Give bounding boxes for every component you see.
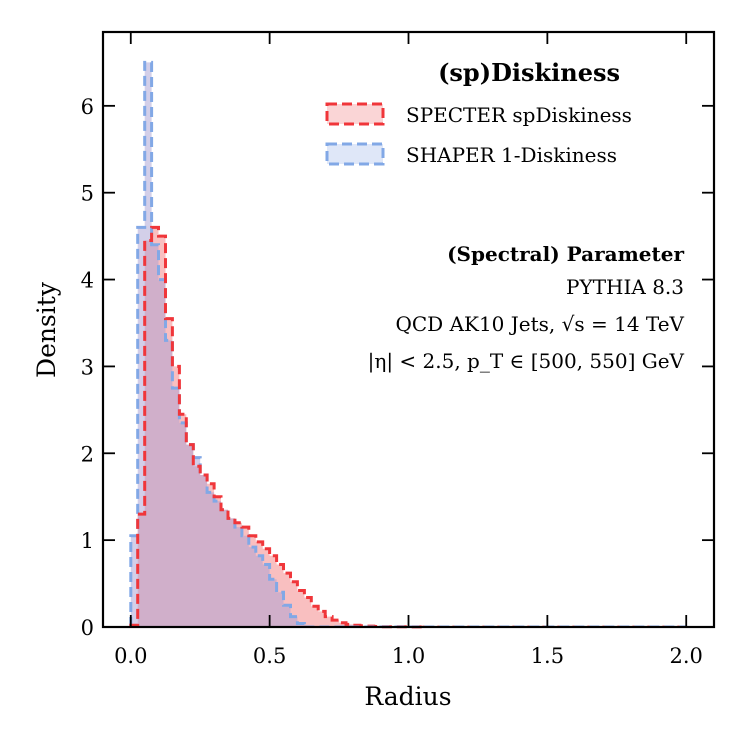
x-tick-label: 1.0 [392, 644, 425, 668]
x-axis-label: Radius [364, 682, 451, 711]
series-outline-1 [129, 60, 306, 627]
y-tick-label: 5 [81, 182, 94, 206]
annotation-line-1: PYTHIA 8.3 [566, 275, 684, 299]
legend-swatch-shaper [325, 142, 385, 166]
plot-frame [101, 30, 716, 629]
x-tick-label: 0.0 [114, 644, 147, 668]
y-tick-label: 3 [81, 355, 94, 379]
y-tick-label: 1 [81, 529, 94, 553]
y-tick-label: 6 [81, 95, 94, 119]
y-axis-label: Density [32, 281, 61, 378]
legend-label-specter: SPECTER spDiskiness [406, 103, 632, 127]
histogram-fills [130, 62, 423, 627]
series-fill-1 [130, 62, 305, 627]
x-tick-label: 2.0 [670, 644, 703, 668]
legend-label-shaper: SHAPER 1-Diskiness [406, 143, 617, 167]
x-tick-label: 0.5 [253, 644, 286, 668]
annotation-title: (Spectral) Parameter [447, 242, 684, 266]
y-tick-label: 2 [81, 442, 94, 466]
y-tick-label: 0 [81, 616, 94, 640]
axis-ticks: 0.0 0.5 1.0 1.5 2.0 0 1 2 3 4 5 6 [81, 32, 714, 668]
legend-title: (sp)Diskiness [438, 58, 620, 87]
annotation-line-3: |η| < 2.5, p_T ∈ [500, 550] GeV [368, 349, 685, 374]
y-tick-label: 4 [81, 269, 94, 293]
x-tick-label: 1.5 [531, 644, 564, 668]
legend-swatch-specter [325, 102, 385, 126]
annotation-line-2: QCD AK10 Jets, √s = 14 TeV [395, 312, 684, 336]
